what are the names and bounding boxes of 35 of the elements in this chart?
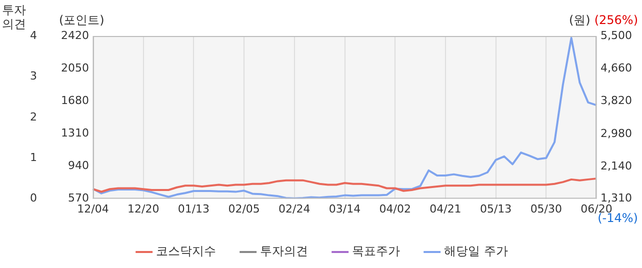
- y-tick-label: 570: [68, 192, 89, 205]
- y3-tick-label: 0: [30, 192, 37, 205]
- legend-label: 코스닥지수: [156, 244, 216, 258]
- x-tick-label: 04/02: [379, 202, 411, 216]
- x-tick-label: 12/20: [127, 202, 160, 216]
- y3-tick-label: 4: [30, 28, 37, 42]
- legend-label: 투자의견: [260, 244, 308, 258]
- y-tick-label: 940: [68, 159, 89, 172]
- y2-tick-label: 1,310: [600, 192, 632, 205]
- x-tick-label: 12/04: [77, 202, 109, 216]
- y2-tick-label: 2,980: [600, 126, 632, 140]
- y3-axis-title: 투자 의견: [2, 3, 26, 31]
- legend-label: 목표주가: [352, 244, 400, 258]
- x-tick-label: 02/24: [278, 202, 310, 216]
- y3-tick-label: 1: [30, 150, 37, 164]
- legend-label: 해당일 주가: [444, 244, 508, 258]
- y2-tick-label: 2,140: [600, 159, 632, 172]
- text: (256%): [594, 13, 638, 27]
- y2-tick-label: 4,660: [600, 61, 632, 74]
- y2-tick-label: 5,500: [600, 28, 632, 42]
- y-tick-label: 1310: [60, 126, 89, 140]
- x-tick-label: 02/05: [228, 202, 260, 216]
- y-tick-label: 2420: [60, 28, 89, 42]
- y-tick-label: 1680: [60, 94, 89, 107]
- y2-tick-label: 3,820: [600, 94, 632, 108]
- x-tick-label: 05/13: [480, 202, 512, 216]
- x-tick-label: 04/21: [430, 202, 462, 216]
- y-tick-label: 2050: [60, 61, 89, 74]
- y3-tick-label: 2: [30, 110, 37, 124]
- x-tick-label: 01/13: [178, 202, 210, 216]
- y2-axis-title: (원): [568, 13, 590, 27]
- x-tick-label: 03/14: [328, 202, 361, 216]
- y3-tick-label: 3: [30, 70, 37, 83]
- x-tick-label: 05/30: [530, 202, 562, 216]
- y-axis-title: (포인트): [59, 13, 104, 27]
